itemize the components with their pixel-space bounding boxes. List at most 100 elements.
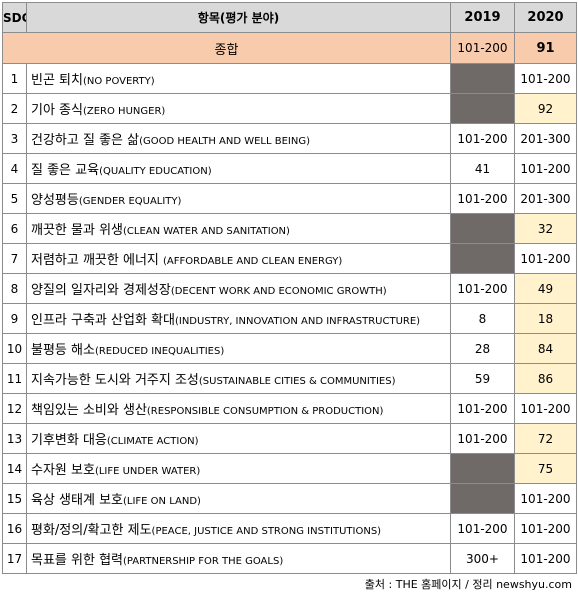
sdg-number: 15 (2, 483, 27, 514)
sdg-item: 기아 종식(ZERO HUNGER) (26, 93, 451, 124)
header-sdg: SDG (2, 2, 27, 33)
table-row: 16 평화/정의/확고한 제도(PEACE, JUSTICE AND STRONG… (2, 513, 577, 544)
table-row: 5 양성평등(GENDER EQUALITY) 101-200 201-300 (2, 183, 577, 214)
item-korean: 육상 생태계 보호 (31, 493, 123, 508)
sdg-number: 8 (2, 273, 27, 304)
sdg-item: 양질의 일자리와 경제성장(DECENT WORK AND ECONOMIC G… (26, 273, 451, 304)
rank-2020: 101-200 (514, 153, 577, 184)
table-row: 9 인프라 구축과 산업화 확대(INDUSTRY, INNOVATION AND… (2, 303, 577, 334)
rank-2020: 101-200 (514, 63, 577, 94)
table-row: 15 육상 생태계 보호(LIFE ON LAND) 101-200 (2, 483, 577, 514)
rank-2020: 92 (514, 93, 577, 124)
item-english: (GENDER EQUALITY) (78, 196, 182, 207)
sdg-number: 3 (2, 123, 27, 154)
sdg-item: 저렴하고 깨끗한 에너지 (AFFORDABLE AND CLEAN ENERG… (26, 243, 451, 274)
sdg-number: 16 (2, 513, 27, 544)
rank-2020: 49 (514, 273, 577, 304)
sdg-number: 1 (2, 63, 27, 94)
item-english: (RESPONSIBLE CONSUMPTION & PRODUCTION) (146, 406, 384, 417)
item-korean: 기후변화 대응 (31, 433, 107, 448)
item-english: (LIFE ON LAND) (123, 496, 201, 507)
rank-2019 (450, 93, 515, 124)
item-english: (PEACE, JUSTICE AND STRONG INSTITUTIONS) (151, 526, 382, 537)
rank-2020: 101-200 (514, 243, 577, 274)
item-english: (QUALITY EDUCATION) (99, 166, 212, 177)
table-row: 13 기후변화 대응(CLIMATE ACTION) 101-200 72 (2, 423, 577, 454)
item-english: (CLEAN WATER AND SANITATION) (123, 226, 290, 237)
item-english: (CLIMATE ACTION) (106, 436, 199, 447)
summary-2020: 91 (514, 32, 577, 64)
table-row: 14 수자원 보호(LIFE UNDER WATER) 75 (2, 453, 577, 484)
item-korean: 불평등 해소 (31, 343, 95, 358)
table-row: 1 빈곤 퇴치(NO POVERTY) 101-200 (2, 63, 577, 94)
item-korean: 빈곤 퇴치 (31, 73, 83, 88)
rank-2020: 18 (514, 303, 577, 334)
rank-2019: 101-200 (450, 423, 515, 454)
header-2019: 2019 (450, 2, 515, 33)
rank-2019 (450, 483, 515, 514)
sdg-item: 책임있는 소비와 생산(RESPONSIBLE CONSUMPTION & PR… (26, 393, 451, 424)
rank-2020: 101-200 (514, 393, 577, 424)
item-english: (AFFORDABLE AND CLEAN ENERGY) (163, 256, 343, 267)
table-header-row: SDG 항목(평가 분야) 2019 2020 (2, 2, 577, 33)
item-english: (LIFE UNDER WATER) (94, 466, 201, 477)
sdg-number: 2 (2, 93, 27, 124)
sdg-item: 육상 생태계 보호(LIFE ON LAND) (26, 483, 451, 514)
item-english: (PARTNERSHIP FOR THE GOALS) (123, 556, 284, 567)
rank-2019 (450, 213, 515, 244)
sdg-number: 11 (2, 363, 27, 394)
sdg-item: 인프라 구축과 산업화 확대(INDUSTRY, INNOVATION AND … (26, 303, 451, 334)
item-english: (SUSTAINABLE CITIES & COMMUNITIES) (198, 376, 396, 387)
item-korean: 책임있는 소비와 생산 (31, 403, 147, 418)
item-korean: 저렴하고 깨끗한 에너지 (31, 253, 163, 268)
rank-2020: 84 (514, 333, 577, 364)
table-row: 3 건강하고 질 좋은 삶(GOOD HEALTH AND WELL BEING)… (2, 123, 577, 154)
rank-2019: 101-200 (450, 273, 515, 304)
rank-2019: 8 (450, 303, 515, 334)
item-korean: 양질의 일자리와 경제성장 (31, 283, 171, 298)
item-korean: 수자원 보호 (31, 463, 95, 478)
item-english: (ZERO HUNGER) (82, 106, 166, 117)
rank-2020: 101-200 (514, 543, 577, 574)
summary-2019: 101-200 (450, 32, 515, 64)
item-korean: 인프라 구축과 산업화 확대 (31, 313, 175, 328)
rank-2019: 59 (450, 363, 515, 394)
item-korean: 건강하고 질 좋은 삶 (31, 133, 140, 148)
sdg-number: 5 (2, 183, 27, 214)
rank-2020: 201-300 (514, 123, 577, 154)
header-2020: 2020 (514, 2, 577, 33)
sdg-number: 14 (2, 453, 27, 484)
rank-2019: 101-200 (450, 513, 515, 544)
item-korean: 지속가능한 도시와 거주지 조성 (31, 373, 199, 388)
rank-2020: 101-200 (514, 513, 577, 544)
summary-label: 종합 (2, 32, 451, 64)
item-korean: 목표를 위한 협력 (31, 553, 123, 568)
sdg-item: 평화/정의/확고한 제도(PEACE, JUSTICE AND STRONG I… (26, 513, 451, 544)
sdg-item: 건강하고 질 좋은 삶(GOOD HEALTH AND WELL BEING) (26, 123, 451, 154)
sdg-ranking-table: SDG 항목(평가 분야) 2019 2020 종합 101-200 91 1빈… (2, 2, 577, 574)
sdg-number: 6 (2, 213, 27, 244)
item-korean: 질 좋은 교육 (31, 163, 100, 178)
item-korean: 양성평등 (31, 193, 79, 208)
summary-row: 종합 101-200 91 (2, 32, 577, 64)
sdg-number: 17 (2, 543, 27, 574)
rank-2019: 28 (450, 333, 515, 364)
table-row: 6 깨끗한 물과 위생(CLEAN WATER AND SANITATION) 32 (2, 213, 577, 244)
table-row: 12 책임있는 소비와 생산(RESPONSIBLE CONSUMPTION & … (2, 393, 577, 424)
table-row: 7 저렴하고 깨끗한 에너지 (AFFORDABLE AND CLEAN ENER… (2, 243, 577, 274)
rank-2019: 101-200 (450, 393, 515, 424)
rank-2019: 101-200 (450, 183, 515, 214)
item-english: (INDUSTRY, INNOVATION AND INFRASTRUCTURE… (174, 316, 421, 327)
item-english: (GOOD HEALTH AND WELL BEING) (139, 136, 311, 147)
table-row: 10 불평등 해소(REDUCED INEQUALITIES) 28 84 (2, 333, 577, 364)
sdg-item: 빈곤 퇴치(NO POVERTY) (26, 63, 451, 94)
rank-2020: 72 (514, 423, 577, 454)
item-korean: 기아 종식 (31, 103, 83, 118)
sdg-item: 질 좋은 교육(QUALITY EDUCATION) (26, 153, 451, 184)
rank-2019 (450, 453, 515, 484)
header-item: 항목(평가 분야) (26, 2, 451, 33)
item-english: (DECENT WORK AND ECONOMIC GROWTH) (170, 286, 387, 297)
rank-2019 (450, 63, 515, 94)
item-english: (REDUCED INEQUALITIES) (94, 346, 225, 357)
